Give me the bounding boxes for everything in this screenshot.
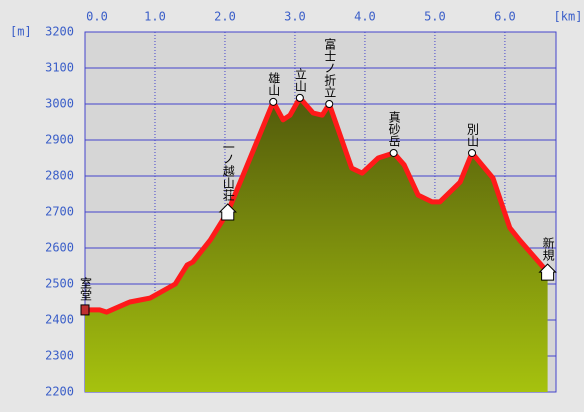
peak-marker xyxy=(325,100,334,108)
y-tick-label: 2500 xyxy=(45,277,74,291)
y-axis-label: [m] xyxy=(10,25,32,39)
x-tick-label: 2.0 xyxy=(214,10,236,24)
peak-marker xyxy=(295,93,304,102)
waypoint-label: 富士ノ折立 xyxy=(323,37,337,98)
start-marker xyxy=(80,304,90,316)
waypoint-label: 室堂 xyxy=(79,275,93,300)
y-tick-label: 2400 xyxy=(45,313,74,327)
y-tick-label: 3200 xyxy=(45,25,74,39)
x-tick-label: 5.0 xyxy=(424,10,446,24)
y-tick-label: 2900 xyxy=(45,133,74,147)
y-tick-label: 2800 xyxy=(45,169,74,183)
y-tick-label: 2700 xyxy=(45,205,74,219)
x-axis-label: [km] xyxy=(554,10,583,24)
waypoint-label: 真砂岳 xyxy=(387,111,401,147)
hut-marker xyxy=(538,263,557,281)
waypoint-label: 別山 xyxy=(466,123,480,147)
peak-marker xyxy=(468,148,477,157)
x-tick-label: 1.0 xyxy=(144,10,166,24)
waypoint-label: 新規 xyxy=(541,236,555,261)
y-tick-label: 3000 xyxy=(45,97,74,111)
waypoint-label: 一ノ越山荘 xyxy=(221,141,235,202)
y-tick-label: 3100 xyxy=(45,61,74,75)
peak-marker xyxy=(269,97,278,106)
area xyxy=(85,97,548,392)
x-tick-label: 4.0 xyxy=(354,10,376,24)
y-tick-label: 2600 xyxy=(45,241,74,255)
y-tick-label: 2300 xyxy=(45,349,74,363)
x-tick-label: 6.0 xyxy=(494,10,516,24)
peak-marker xyxy=(389,148,398,157)
hut-marker xyxy=(218,203,237,221)
waypoint-label: 雄山 xyxy=(267,70,281,95)
x-tick-label: 0.0 xyxy=(86,10,108,24)
line xyxy=(85,95,550,315)
y-tick-label: 2200 xyxy=(45,385,74,399)
x-tick-label: 3.0 xyxy=(284,10,306,24)
waypoint-label: 立山 xyxy=(293,66,307,91)
